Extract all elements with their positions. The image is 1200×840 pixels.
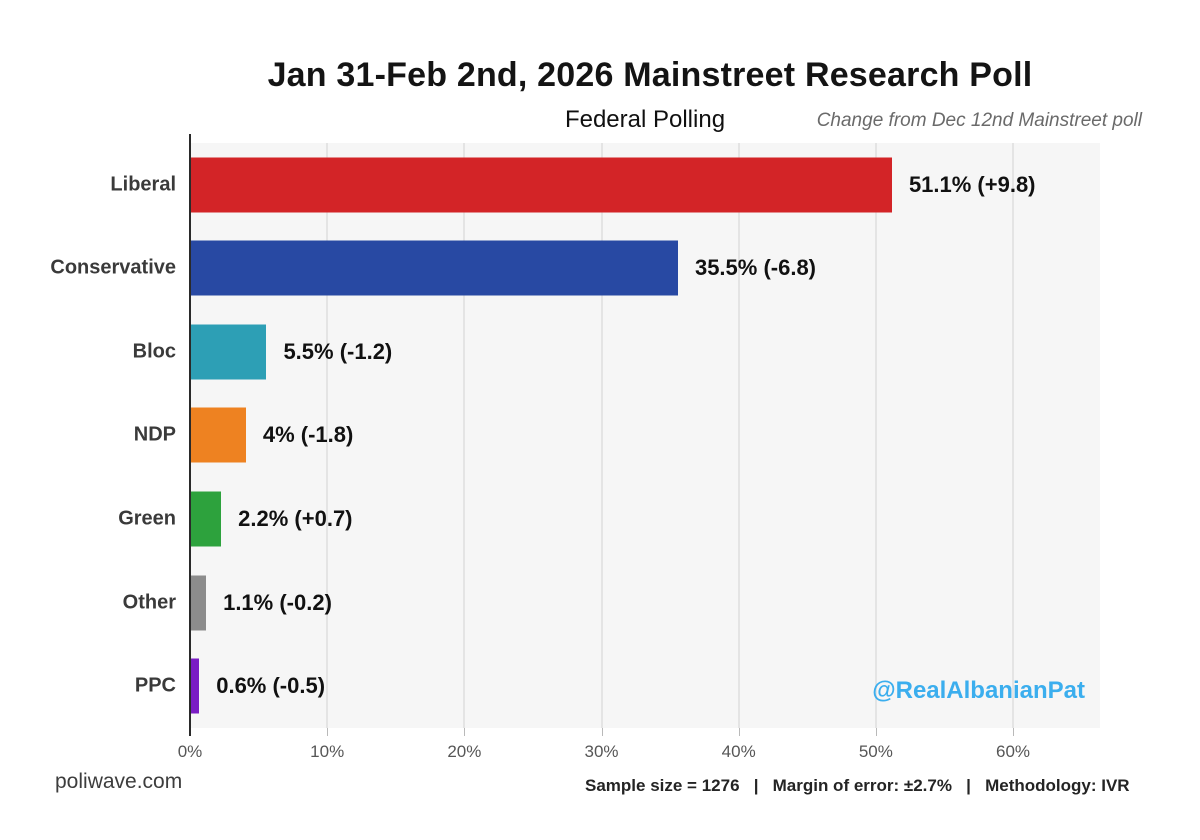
x-tick-label: 50% — [858, 742, 893, 761]
plot-area — [190, 143, 1100, 728]
x-tick-mark — [327, 728, 329, 736]
category-label: Liberal — [110, 173, 176, 196]
category-label: Bloc — [132, 340, 176, 363]
category-label: Green — [118, 507, 176, 530]
bar-row: Liberal 51.1% (+9.8) — [0, 143, 1200, 227]
bar-conservative — [191, 240, 678, 296]
bar-other — [191, 575, 207, 631]
gridline — [600, 143, 603, 728]
bar-ndp — [191, 407, 246, 463]
bar-row: Bloc 5.5% (-1.2) — [0, 310, 1200, 394]
bar-row: NDP 4% (-1.8) — [0, 394, 1200, 478]
x-tick-mark — [875, 728, 877, 736]
x-tick-label: 10% — [310, 742, 345, 761]
value-label: 35.5% (-6.8) — [694, 255, 817, 281]
value-label: 51.1% (+9.8) — [908, 171, 1036, 197]
y-axis-line — [189, 134, 191, 736]
x-tick-label: 20% — [447, 742, 482, 761]
bar-chart: Liberal 51.1% (+9.8) Conservative 35.5% (-6… — [0, 134, 1200, 803]
bar-green — [191, 491, 222, 547]
x-tick-mark — [464, 728, 466, 736]
x-tick-mark — [738, 728, 740, 736]
value-label: 4% (-1.8) — [262, 422, 354, 448]
methodology-note: Sample size = 1276 | Margin of error: ±2… — [585, 776, 1130, 795]
x-tick-mark — [189, 728, 191, 736]
value-label: 1.1% (-0.2) — [223, 589, 332, 615]
category-label: Conservative — [50, 256, 176, 279]
bar-bloc — [191, 324, 267, 380]
bar-row: Green 2.2% (+0.7) — [0, 477, 1200, 561]
bar-liberal — [191, 157, 892, 213]
category-label: Other — [122, 591, 176, 614]
gridline — [874, 143, 877, 728]
value-label: 2.2% (+0.7) — [238, 506, 353, 532]
bar-row: Other 1.1% (-0.2) — [0, 561, 1200, 645]
value-label: 5.5% (-1.2) — [283, 338, 393, 364]
x-tick-label: 0% — [177, 742, 203, 761]
category-label: NDP — [133, 423, 176, 446]
site-credit: poliwave.com — [55, 770, 183, 793]
x-tick-mark — [1013, 728, 1015, 736]
bar-row: Conservative 35.5% (-6.8) — [0, 227, 1200, 311]
change-annotation: Change from Dec 12nd Mainstreet poll — [816, 110, 1142, 131]
x-tick-mark — [601, 728, 603, 736]
gridline — [1012, 143, 1015, 728]
chart-subtitle: Federal Polling — [564, 106, 726, 133]
category-label: PPC — [134, 674, 176, 697]
gridline — [737, 143, 740, 728]
gridline — [326, 143, 329, 728]
x-tick-label: 60% — [996, 742, 1031, 761]
gridline — [463, 143, 466, 728]
x-tick-label: 30% — [584, 742, 619, 761]
bar-row: PPC 0.6% (-0.5) — [0, 644, 1200, 728]
chart-title: Jan 31-Feb 2nd, 2026 Mainstreet Research… — [267, 56, 1033, 94]
value-label: 0.6% (-0.5) — [216, 673, 326, 699]
bar-ppc — [191, 658, 200, 714]
twitter-handle: @RealAlbanianPat — [872, 677, 1085, 704]
x-tick-label: 40% — [721, 742, 756, 761]
